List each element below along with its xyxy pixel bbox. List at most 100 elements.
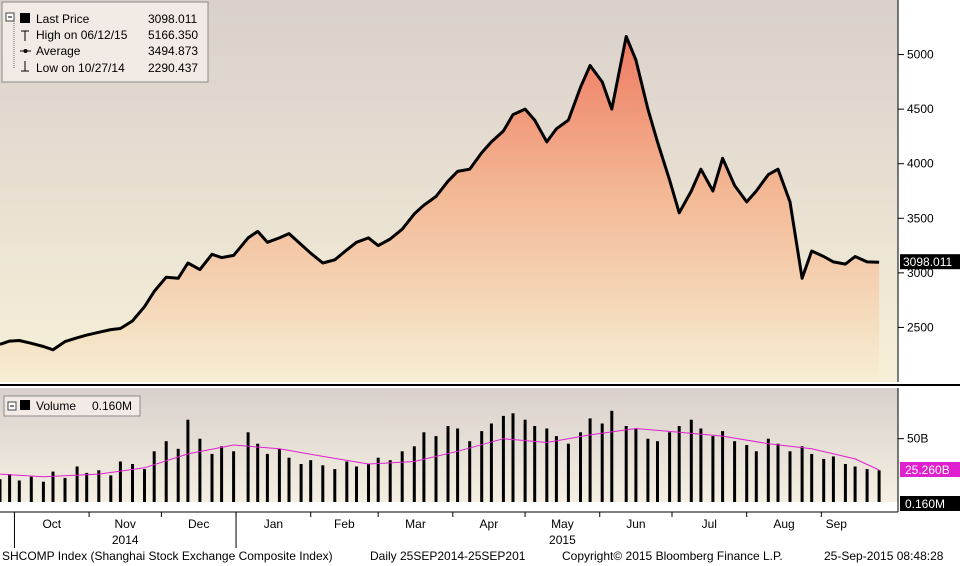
volume-bars <box>0 410 881 502</box>
footer-bar: SHCOMP Index (Shanghai Stock Exchange Co… <box>0 548 960 566</box>
legend-value-low: 2290.437 <box>148 61 198 75</box>
volume-bar <box>745 445 749 502</box>
volume-bar <box>689 419 693 502</box>
volume-bar <box>333 469 337 502</box>
volume-bar <box>668 432 672 502</box>
price-y-tick-label: 4500 <box>907 102 934 116</box>
volume-bar <box>733 441 737 502</box>
volume-bar <box>198 438 202 502</box>
volume-bar <box>85 472 89 502</box>
volume-bar <box>646 438 650 502</box>
volume-tag-text: 0.160M <box>905 497 945 511</box>
filled-square-icon <box>20 400 30 410</box>
volume-bar <box>579 432 582 502</box>
volume-bar <box>29 476 33 502</box>
x-tick-label: Jun <box>626 517 645 531</box>
footer-copyright: Copyright© 2015 Bloomberg Finance L.P. <box>562 549 783 563</box>
x-tick-label: Aug <box>773 517 794 531</box>
volume-bar <box>877 470 881 502</box>
price-y-tick-label: 3500 <box>907 211 934 225</box>
volume-bar <box>865 469 869 502</box>
volume-bar <box>588 418 592 502</box>
volume-bar <box>8 474 12 502</box>
moving-average-tag-text: 25.260B <box>905 463 950 477</box>
volume-bar <box>376 457 380 502</box>
volume-bar <box>566 443 570 502</box>
volume-bar <box>468 441 472 502</box>
price-y-tick-label: 2500 <box>907 320 934 334</box>
volume-bar <box>822 458 826 502</box>
volume-y-axis-ticks: 50B <box>898 432 928 446</box>
x-tick-label: Nov <box>115 517 136 531</box>
volume-legend-label: Volume <box>36 399 76 413</box>
volume-bar <box>63 477 67 502</box>
x-tick-label: Sep <box>826 517 848 531</box>
volume-bar <box>176 448 180 502</box>
x-tick-label: Mar <box>405 517 426 531</box>
footer-timestamp: 25-Sep-2015 08:48:28 <box>824 549 944 563</box>
volume-bar <box>788 451 792 502</box>
volume-bar <box>109 475 113 502</box>
volume-bar <box>400 451 404 502</box>
volume-bar <box>523 419 527 502</box>
legend-value-high: 5166.350 <box>148 28 198 42</box>
legend-label-low: Low on 10/27/14 <box>36 61 125 75</box>
volume-bar <box>388 460 392 502</box>
volume-bar <box>164 441 168 502</box>
x-year-label-2015: 2015 <box>549 533 576 547</box>
last-price-tag-text: 3098.011 <box>903 255 952 269</box>
volume-bar <box>501 415 505 502</box>
volume-bar <box>610 410 614 502</box>
x-tick-label: Dec <box>188 517 209 531</box>
price-area-fill <box>0 36 880 382</box>
volume-bar <box>624 426 628 502</box>
volume-bar <box>143 469 146 502</box>
volume-bar <box>800 446 804 502</box>
volume-bar <box>754 451 758 502</box>
volume-bar <box>265 453 269 502</box>
x-year-label-2014: 2014 <box>112 533 139 547</box>
x-tick-label: May <box>551 517 574 531</box>
volume-bar <box>299 464 303 502</box>
price-y-tick-label: 5000 <box>907 48 934 62</box>
footer-date-range: Daily 25SEP2014-25SEP201 <box>370 549 526 563</box>
volume-bar <box>831 456 835 502</box>
volume-bar <box>533 426 537 502</box>
x-tick-label: Apr <box>480 517 499 531</box>
volume-bar <box>131 464 134 502</box>
volume-bar <box>75 466 79 502</box>
volume-bar <box>677 426 681 502</box>
volume-legend: Volume 0.160M <box>3 395 141 417</box>
price-y-tick-label: 3000 <box>907 266 934 280</box>
volume-bar <box>186 419 190 502</box>
volume-bar <box>843 464 847 502</box>
legend-value-last: 3098.011 <box>148 12 197 26</box>
average-marker-icon-dot <box>23 49 28 53</box>
volume-bar <box>412 446 416 502</box>
volume-bar <box>51 471 55 502</box>
price-y-axis-ticks: 2500 3000 3500 4000 4500 5000 <box>898 48 934 334</box>
volume-bar <box>634 428 638 502</box>
volume-bar <box>118 461 122 502</box>
volume-legend-value: 0.160M <box>92 399 132 413</box>
footer-index-name: SHCOMP Index (Shanghai Stock Exchange Co… <box>2 549 333 563</box>
legend-label-last: Last Price <box>36 12 90 26</box>
volume-bar <box>41 481 45 502</box>
volume-tag: 0.160M <box>900 496 960 511</box>
x-axis-ticks: Oct Nov Dec Jan Feb Mar Apr May Jun Jul Aug Sep 2014… <box>13 512 848 548</box>
legend-value-average: 3494.873 <box>148 44 198 58</box>
volume-bar <box>17 480 21 502</box>
volume-bar <box>97 470 101 502</box>
volume-bar <box>321 465 325 502</box>
x-tick-label: Jul <box>702 517 717 531</box>
volume-bar <box>210 453 214 502</box>
volume-bar <box>277 448 281 502</box>
volume-bar <box>220 446 224 502</box>
last-price-tag: 3098.011 <box>900 254 960 270</box>
price-volume-chart: 2500 3000 3500 4000 4500 5000 50B Oct Nov Dec Ja… <box>0 0 960 548</box>
volume-moving-average-line <box>0 427 880 478</box>
volume-y-tick-label: 50B <box>907 432 928 446</box>
volume-bar <box>287 457 291 502</box>
volume-bar <box>699 428 703 502</box>
